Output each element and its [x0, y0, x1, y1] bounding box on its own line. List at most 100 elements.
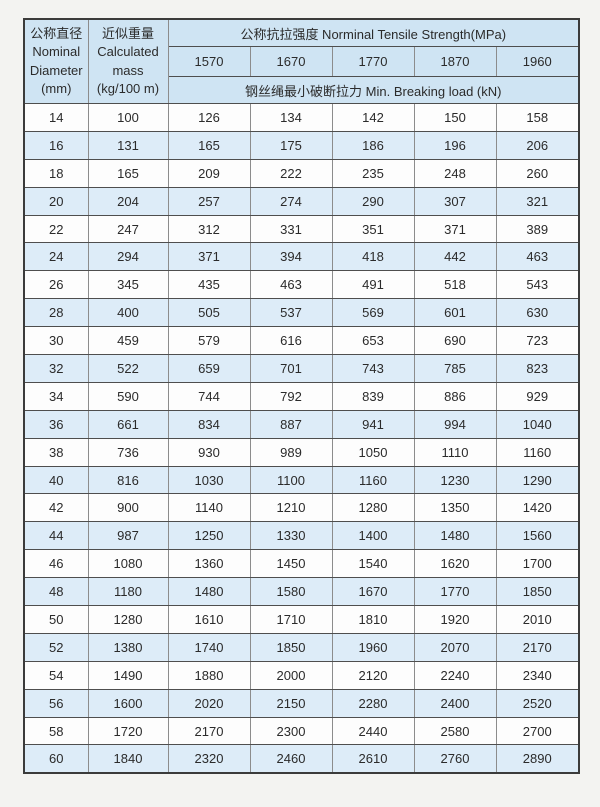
breaking-load-1870-cell: 1350 — [413, 493, 497, 523]
breaking-load-1670-cell: 274 — [249, 186, 333, 216]
breaking-load-1870-cell: 196 — [413, 130, 497, 160]
breaking-load-1870-cell: 518 — [413, 270, 497, 300]
breaking-load-1670-cell: 616 — [249, 326, 333, 356]
breaking-load-1570-cell: 1610 — [167, 605, 251, 634]
diameter-cell: 38 — [23, 437, 89, 467]
breaking-load-1870-cell: 1920 — [413, 605, 497, 634]
breaking-load-1960-cell: 206 — [495, 130, 580, 160]
wire-rope-spec-table: 公称直径 Nominal Diameter (mm) 近似重量 Calculat… — [23, 18, 581, 775]
header-row-breaking-load: 钢丝绳最小破断拉力 Min. Breaking load (kN) — [24, 76, 580, 104]
diameter-cell: 16 — [23, 130, 89, 160]
breaking-load-1770-cell: 1960 — [331, 632, 415, 662]
breaking-load-1570-cell: 930 — [167, 437, 251, 467]
diameter-cell: 34 — [23, 381, 89, 411]
column-header-nominal-diameter: 公称直径 Nominal Diameter (mm) — [23, 18, 89, 104]
breaking-load-1960-cell: 1160 — [495, 437, 580, 467]
grade-header-1770: 1770 — [331, 46, 415, 77]
breaking-load-1960-cell: 1420 — [495, 493, 580, 523]
mass-cell: 1080 — [87, 549, 169, 579]
diameter-cell: 48 — [23, 577, 89, 607]
breaking-load-1570-cell: 505 — [167, 298, 251, 328]
breaking-load-1870-cell: 690 — [413, 326, 497, 356]
mass-cell: 1180 — [87, 577, 169, 607]
breaking-load-1960-cell: 823 — [495, 354, 580, 383]
breaking-load-1960-cell: 2700 — [495, 716, 580, 746]
breaking-load-1670-cell: 222 — [249, 158, 333, 188]
mass-cell: 459 — [87, 326, 169, 356]
breaking-load-1570-cell: 312 — [167, 214, 251, 244]
breaking-load-1570-cell: 2020 — [167, 688, 251, 718]
breaking-load-1770-cell: 2440 — [331, 716, 415, 746]
breaking-load-1770-cell: 235 — [331, 158, 415, 188]
table-row: 24 294 371 394 418 442 463 — [23, 242, 580, 272]
breaking-load-1960-cell: 1560 — [495, 521, 580, 551]
table-row: 38 736 930 989 1050 1110 1160 — [23, 437, 580, 467]
breaking-load-1570-cell: 435 — [167, 270, 251, 300]
diameter-cell: 24 — [23, 242, 89, 272]
breaking-load-1570-cell: 165 — [167, 130, 251, 160]
breaking-load-1670-cell: 2460 — [249, 744, 333, 774]
diameter-cell: 52 — [23, 632, 89, 662]
breaking-load-1770-cell: 1280 — [331, 493, 415, 523]
mass-cell: 1600 — [87, 688, 169, 718]
diameter-cell: 30 — [23, 326, 89, 356]
diameter-cell: 20 — [23, 186, 89, 216]
breaking-load-1670-cell: 537 — [249, 298, 333, 328]
diameter-cell: 58 — [23, 716, 89, 746]
breaking-load-1570-cell: 371 — [167, 242, 251, 272]
breaking-load-1670-cell: 175 — [249, 130, 333, 160]
breaking-load-1960-cell: 1700 — [495, 549, 580, 579]
diameter-cell: 28 — [23, 298, 89, 328]
column-header-tensile-strength: 公称抗拉强度 Norminal Tensile Strength(MPa) — [167, 18, 580, 47]
breaking-load-1670-cell: 701 — [249, 354, 333, 383]
mass-cell: 165 — [87, 158, 169, 188]
column-header-calculated-mass: 近似重量 Calculated mass (kg/100 m) — [87, 18, 169, 104]
breaking-load-1770-cell: 418 — [331, 242, 415, 272]
mass-cell: 345 — [87, 270, 169, 300]
mass-cell: 987 — [87, 521, 169, 551]
header-row-top: 公称直径 Nominal Diameter (mm) 近似重量 Calculat… — [23, 18, 580, 104]
table-row: 32 522 659 701 743 785 823 — [23, 354, 580, 383]
breaking-load-1570-cell: 209 — [167, 158, 251, 188]
breaking-load-1670-cell: 331 — [249, 214, 333, 244]
diameter-cell: 36 — [23, 409, 89, 439]
table-row: 30 459 579 616 653 690 723 — [23, 326, 580, 356]
breaking-load-1870-cell: 994 — [413, 409, 497, 439]
table-row: 36 661 834 887 941 994 1040 — [23, 409, 580, 439]
mass-cell: 1280 — [87, 605, 169, 634]
table-row: 46 1080 1360 1450 1540 1620 1700 — [23, 549, 580, 579]
breaking-load-1770-cell: 290 — [331, 186, 415, 216]
diameter-cell: 44 — [23, 521, 89, 551]
diameter-cell: 14 — [23, 103, 89, 132]
diameter-cell: 60 — [23, 744, 89, 774]
diameter-cell: 26 — [23, 270, 89, 300]
page-body: 公称直径 Nominal Diameter (mm) 近似重量 Calculat… — [23, 18, 581, 775]
grade-header-1670: 1670 — [249, 46, 333, 77]
breaking-load-1570-cell: 579 — [167, 326, 251, 356]
breaking-load-1870-cell: 1770 — [413, 577, 497, 607]
breaking-load-1960-cell: 260 — [495, 158, 580, 188]
breaking-load-1870-cell: 1480 — [413, 521, 497, 551]
table-row: 44 987 1250 1330 1400 1480 1560 — [23, 521, 580, 551]
mass-cell: 816 — [87, 465, 169, 495]
mass-cell: 100 — [87, 103, 169, 132]
grade-header-1570: 1570 — [167, 46, 251, 77]
breaking-load-1770-cell: 142 — [331, 103, 415, 132]
breaking-load-1960-cell: 543 — [495, 270, 580, 300]
breaking-load-1670-cell: 394 — [249, 242, 333, 272]
breaking-load-1960-cell: 389 — [495, 214, 580, 244]
grade-header-1960: 1960 — [495, 46, 580, 77]
breaking-load-1670-cell: 2150 — [249, 688, 333, 718]
table-header: 公称直径 Nominal Diameter (mm) 近似重量 Calculat… — [23, 18, 580, 104]
breaking-load-1770-cell: 186 — [331, 130, 415, 160]
breaking-load-1570-cell: 2320 — [167, 744, 251, 774]
diameter-cell: 42 — [23, 493, 89, 523]
breaking-load-1870-cell: 785 — [413, 354, 497, 383]
breaking-load-1960-cell: 2010 — [495, 605, 580, 634]
diameter-cell: 50 — [23, 605, 89, 634]
breaking-load-1960-cell: 630 — [495, 298, 580, 328]
table-row: 18 165 209 222 235 248 260 — [23, 158, 580, 188]
diameter-cell: 40 — [23, 465, 89, 495]
breaking-load-1960-cell: 2340 — [495, 660, 580, 690]
mass-cell: 1720 — [87, 716, 169, 746]
